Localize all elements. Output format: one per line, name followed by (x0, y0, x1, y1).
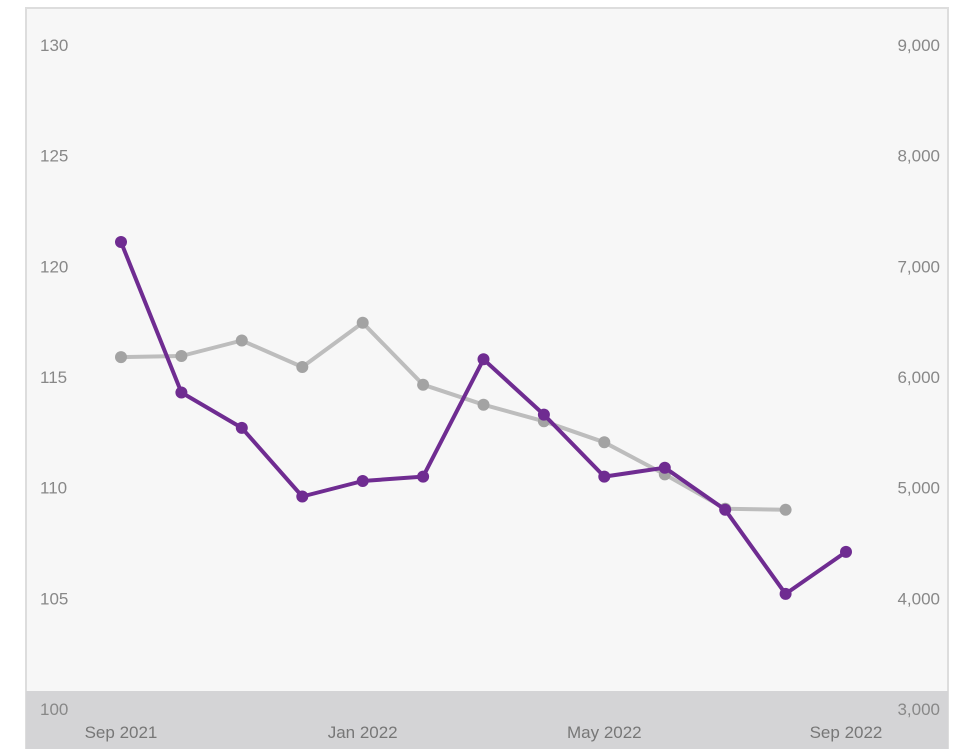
data-point (598, 470, 611, 483)
data-point (598, 436, 611, 449)
data-point (417, 470, 430, 483)
data-point (658, 461, 671, 474)
x-tick-label: Jan 2022 (328, 723, 398, 742)
series-right-axis (115, 316, 792, 516)
left-y-axis: 100 105 110 115 120 125 130 (40, 36, 68, 719)
right-y-tick-label: 9,000 (897, 36, 940, 55)
data-point (296, 361, 309, 373)
data-point (356, 316, 369, 329)
left-y-tick-label: 100 (40, 700, 68, 719)
data-point (175, 350, 188, 362)
left-y-tick-label: 130 (40, 36, 68, 55)
series-left-axis (115, 236, 852, 600)
left-y-tick-label: 115 (40, 368, 67, 387)
data-point (779, 503, 792, 516)
data-point (115, 236, 127, 248)
left-y-tick-label: 125 (40, 147, 68, 166)
data-point (719, 503, 732, 516)
right-y-tick-label: 3,000 (897, 700, 940, 719)
x-axis: Sep 2021 Jan 2022 May 2022 Sep 2022 (85, 723, 883, 742)
right-y-tick-label: 8,000 (897, 147, 940, 166)
right-y-tick-label: 7,000 (897, 257, 940, 276)
data-point (417, 378, 430, 391)
data-point (235, 334, 248, 347)
left-y-tick-label: 105 (40, 589, 68, 608)
x-tick-label: Sep 2022 (810, 723, 883, 742)
data-point (477, 353, 490, 366)
right-y-tick-label: 6,000 (897, 368, 940, 387)
right-y-tick-label: 4,000 (897, 589, 940, 608)
data-point (477, 398, 490, 411)
x-tick-label: May 2022 (567, 723, 642, 742)
x-axis-band (26, 691, 948, 749)
series-line (119, 320, 788, 512)
data-point (537, 408, 550, 421)
data-point (235, 421, 248, 434)
plot-background (25, 7, 949, 750)
data-point (840, 545, 852, 558)
left-y-tick-label: 120 (40, 257, 68, 276)
series-layer (115, 236, 852, 600)
right-y-axis: 3,000 4,000 5,000 6,000 7,000 8,000 9,000 (897, 36, 940, 719)
data-point (175, 386, 188, 399)
left-y-tick-label: 110 (40, 479, 67, 498)
data-point (296, 490, 309, 503)
right-y-tick-label: 5,000 (897, 479, 940, 498)
x-tick-label: Sep 2021 (85, 723, 158, 742)
data-point (356, 475, 369, 487)
data-point (779, 587, 792, 600)
data-point (115, 351, 127, 364)
